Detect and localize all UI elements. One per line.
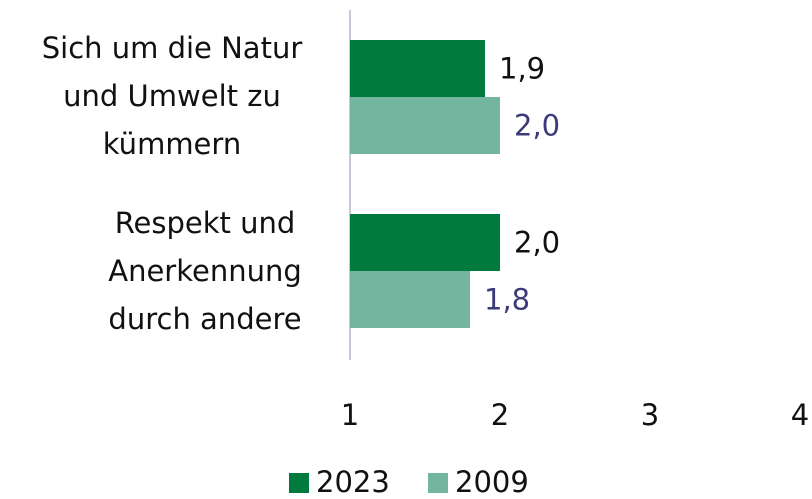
legend-swatch bbox=[428, 473, 448, 493]
category-label: Respekt und Anerkennung durch andere bbox=[108, 206, 302, 336]
x-tick-label: 4 bbox=[791, 398, 809, 432]
category-label: Sich um die Natur und Umwelt zu kümmern bbox=[42, 31, 303, 161]
category-label-line: Sich um die Natur bbox=[42, 31, 303, 65]
bar bbox=[350, 214, 500, 271]
value-label: 2,0 bbox=[514, 109, 560, 143]
legend-label: 2009 bbox=[455, 465, 529, 499]
bar bbox=[350, 40, 485, 97]
x-tick-label: 3 bbox=[641, 398, 659, 432]
value-label: 1,9 bbox=[499, 52, 545, 86]
category-label-line: Anerkennung bbox=[108, 254, 302, 288]
x-tick-label: 1 bbox=[341, 398, 359, 432]
value-label: 2,0 bbox=[514, 226, 560, 260]
x-tick-label: 2 bbox=[491, 398, 509, 432]
value-label: 1,8 bbox=[484, 283, 530, 317]
bar bbox=[350, 97, 500, 154]
bar bbox=[350, 271, 470, 328]
category-label-line: kümmern bbox=[103, 127, 241, 161]
category-label-line: und Umwelt zu bbox=[63, 79, 281, 113]
category-label-line: Respekt und bbox=[115, 206, 296, 240]
category-label-line: durch andere bbox=[108, 302, 301, 336]
legend-label: 2023 bbox=[316, 465, 390, 499]
legend-swatch bbox=[289, 473, 309, 493]
